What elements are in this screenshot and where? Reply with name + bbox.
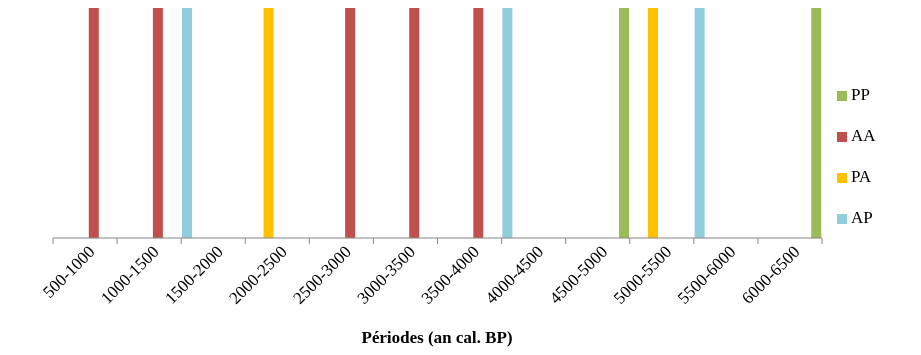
legend-label-ap: AP [851,208,873,227]
legend-swatch-ap [837,214,847,224]
bar-pa-2000-2500 [263,8,274,238]
bars [88,8,822,238]
x-tick-label-500-1000: 500-1000 [39,242,99,302]
x-tick-label-4000-4500: 4000-4500 [482,242,548,308]
bar-ap-1500-2000 [181,8,192,238]
x-axis-ticks [52,238,823,244]
x-tick-label-4500-5000: 4500-5000 [546,242,612,308]
x-tick-label-5000-5500: 5000-5500 [610,242,676,308]
bar-pp-6000-6500 [811,8,822,238]
bar-pa-5000-5500 [648,8,659,238]
x-tick-label-3500-4000: 3500-4000 [418,242,484,308]
x-tick-label-1500-2000: 1500-2000 [161,242,227,308]
bar-aa-3500-4000 [473,8,484,238]
x-tick-label-6000-6500: 6000-6500 [738,242,804,308]
legend-item-pa: PA [837,167,872,186]
x-tick-label-2000-2500: 2000-2500 [225,242,291,308]
legend: PP AA PA AP [837,85,876,227]
x-tick-label-1000-1500: 1000-1500 [97,242,163,308]
x-tick-label-3000-3500: 3000-3500 [354,242,420,308]
legend-item-pp: PP [837,85,870,104]
x-tick-label-2500-3000: 2500-3000 [289,242,355,308]
legend-label-aa: AA [851,126,876,145]
legend-swatch-pp [837,91,847,101]
bar-aa-2500-3000 [345,8,356,238]
legend-swatch-pa [837,173,847,183]
legend-label-pa: PA [851,167,872,186]
bar-pp-4500-5000 [618,8,629,238]
legend-label-pp: PP [851,85,870,104]
x-axis-title: Périodes (an cal. BP) [361,328,512,347]
legend-swatch-aa [837,132,847,142]
bar-ap-4000-4500 [502,8,513,238]
bar-aa-500-1000 [88,8,99,238]
bar-aa-3000-3500 [409,8,420,238]
x-tick-label-5500-6000: 5500-6000 [674,242,740,308]
legend-item-ap: AP [837,208,873,227]
bar-aa-1000-1500 [152,8,163,238]
bar-ap-5500-6000 [694,8,705,238]
legend-item-aa: AA [837,126,876,145]
x-axis-tick-labels: 500-10001000-15001500-20002000-25002500-… [39,242,803,308]
